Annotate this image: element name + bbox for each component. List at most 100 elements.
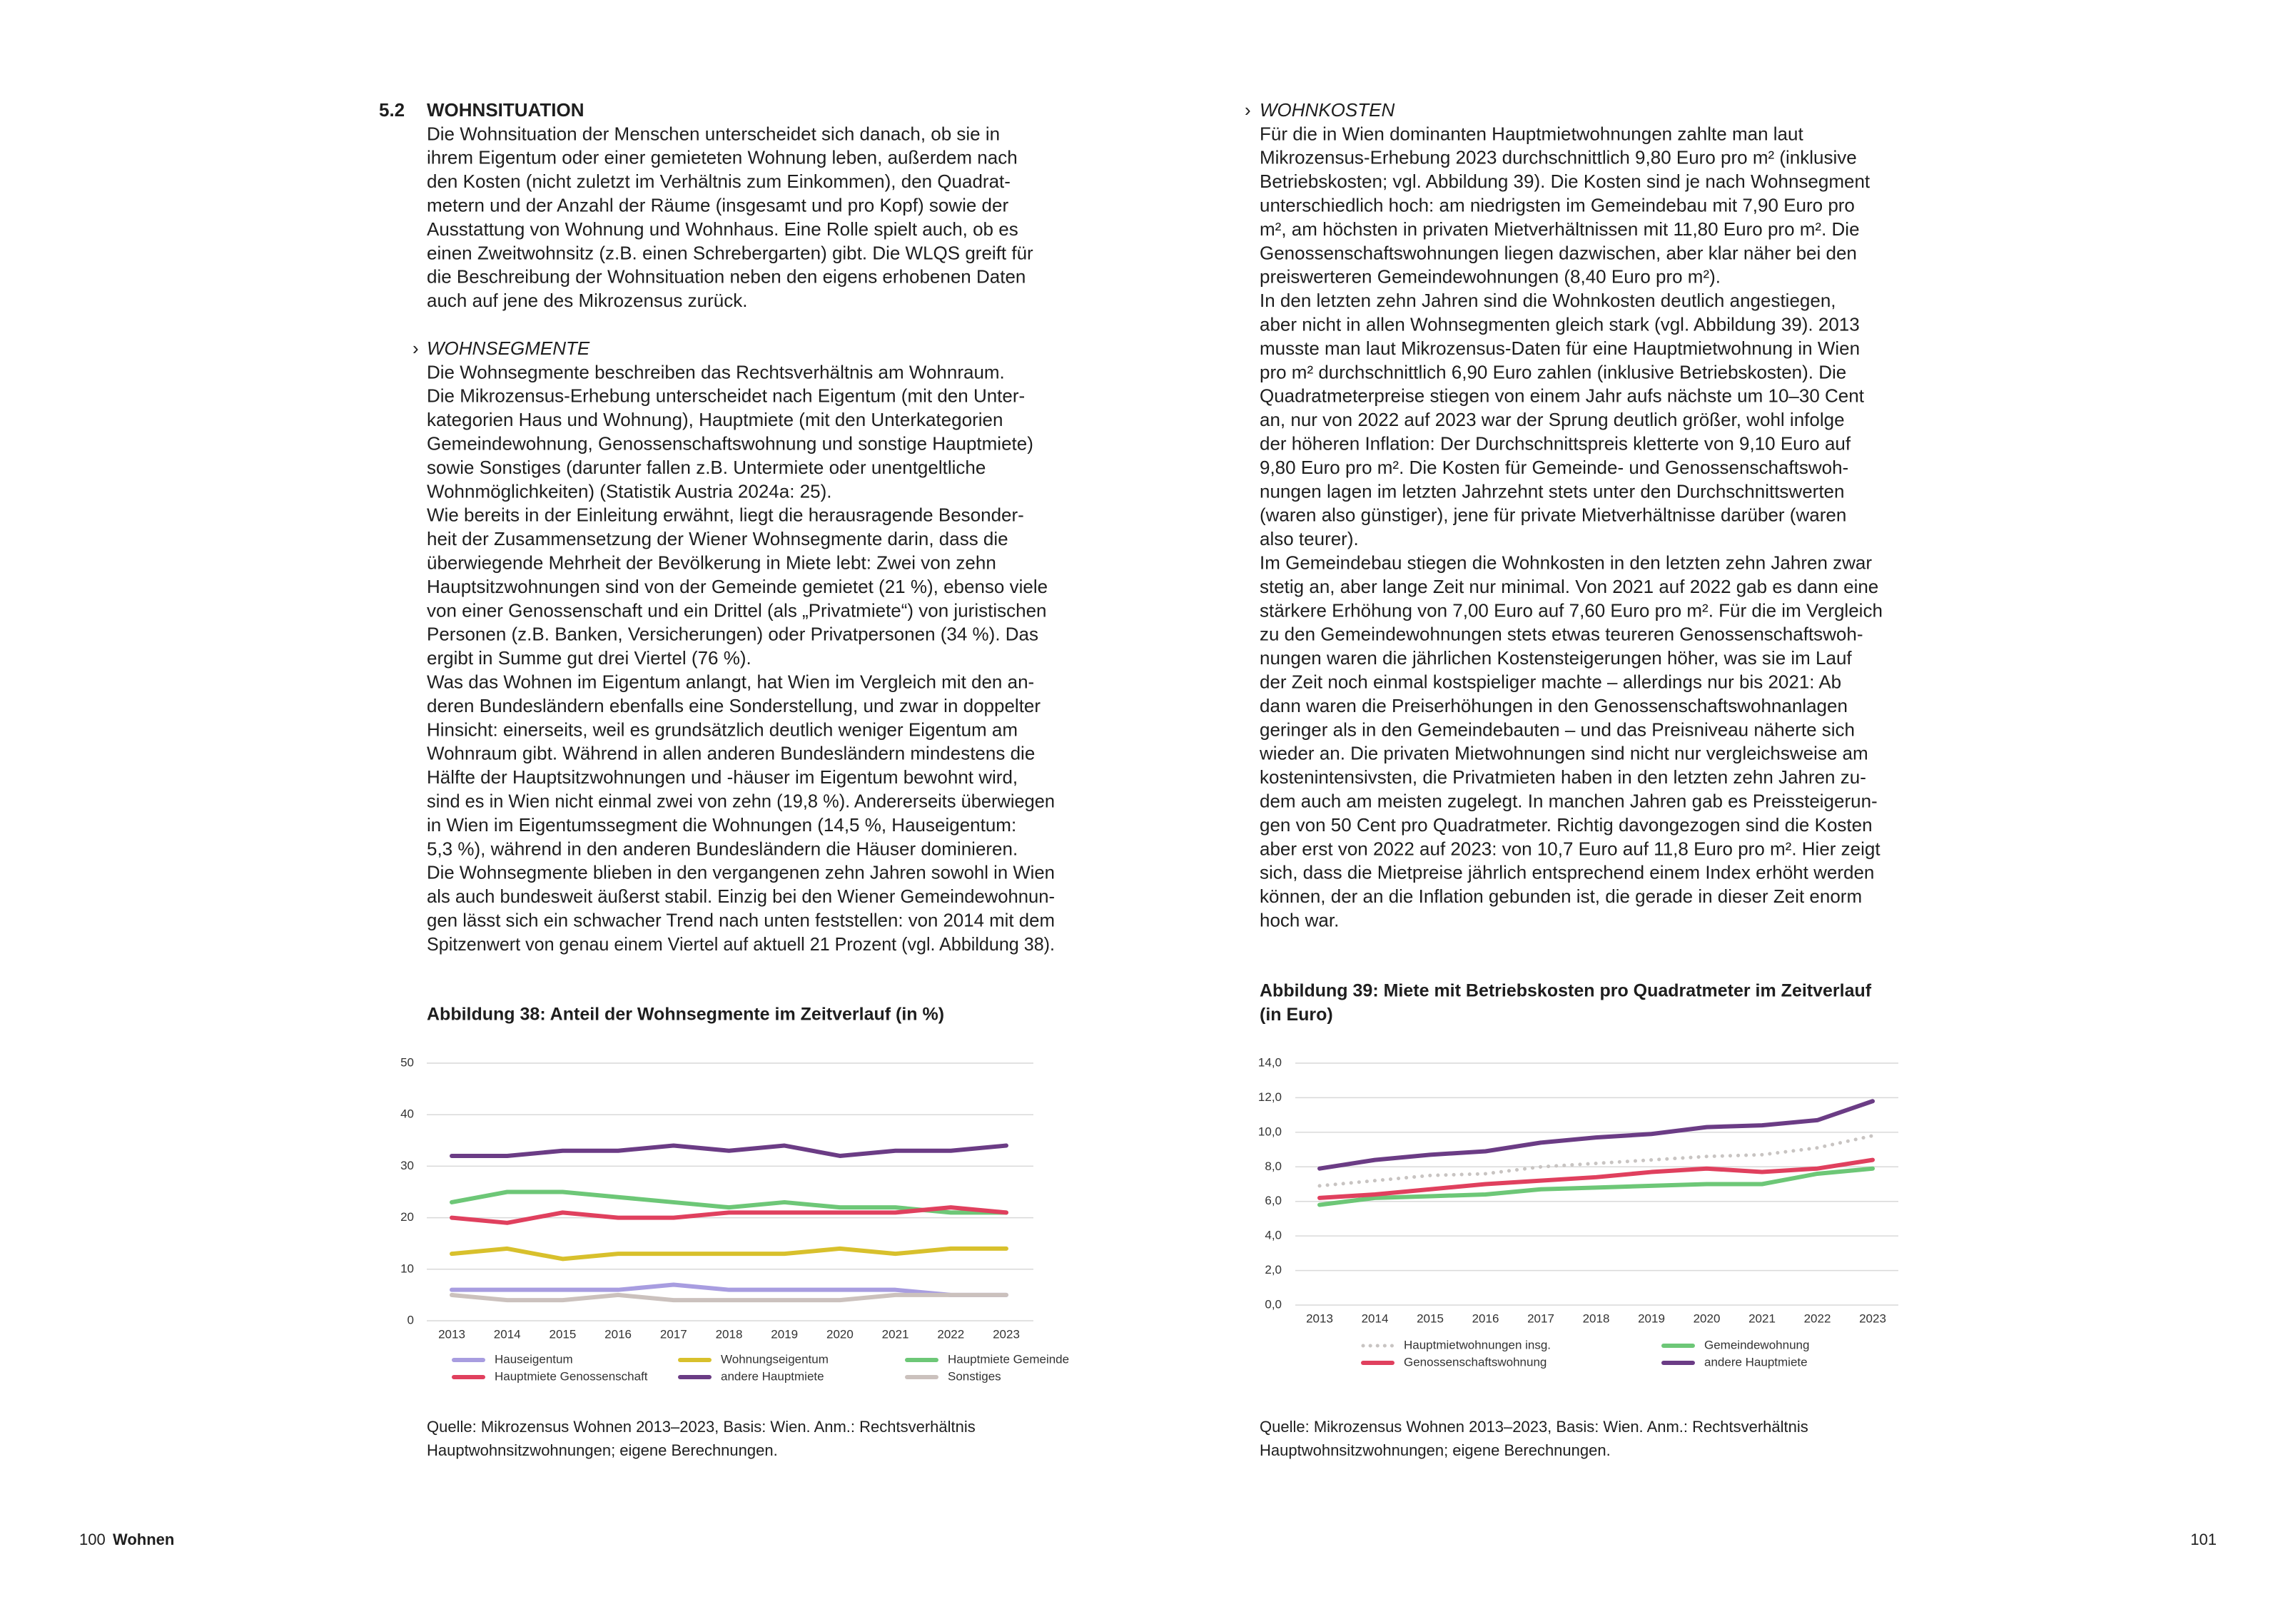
x-tick-label: 2016 (604, 1327, 632, 1341)
text-line: Die Wohnsituation der Menschen untersche… (427, 123, 1000, 144)
legend-label: Wohnungseigentum (721, 1352, 829, 1366)
legend-label: Hauptmietwohnungen insg. (1404, 1338, 1551, 1351)
section-heading: WOHNSITUATION (427, 99, 584, 121)
text-line: ihrem Eigentum oder einer gemieteten Woh… (427, 147, 1018, 168)
y-tick-label: 0,0 (1265, 1297, 1282, 1311)
text-line: Die Wohnsegmente blieben in den vergange… (427, 862, 1055, 883)
text-line: (waren also günstiger), jene für private… (1260, 504, 1846, 526)
y-tick-label: 50 (400, 1055, 414, 1069)
x-tick-label: 2017 (660, 1327, 687, 1341)
text-line: In den letzten zehn Jahren sind die Wohn… (1260, 290, 1836, 311)
legend-label: andere Hauptmiete (721, 1369, 824, 1383)
figure-title: Abbildung 39: Miete mit Betriebskosten p… (1260, 981, 1872, 1001)
text-line: sowie Sonstiges (darunter fallen z.B. Un… (427, 457, 986, 478)
y-tick-label: 40 (400, 1107, 414, 1121)
x-tick-label: 2020 (1694, 1311, 1721, 1325)
text-line: Wohnraum gibt. Während in allen anderen … (427, 743, 1035, 764)
text-line: metern und der Anzahl der Räume (insgesa… (427, 194, 1008, 215)
text-line: kategorien Haus und Wohnung), Hauptmiete… (427, 409, 1003, 430)
figure-source: Hauptwohnsitzwohnungen; eigene Berechnun… (1260, 1441, 1611, 1459)
text-line: Gemeindewohnung, Genossenschaftswohnung … (427, 432, 1033, 454)
text-line: Die Wohnsegmente beschreiben das Rechtsv… (427, 361, 1005, 382)
x-tick-label: 2022 (1804, 1311, 1831, 1325)
figure-source: Hauptwohnsitzwohnungen; eigene Berechnun… (427, 1441, 778, 1459)
text-line: 5,3 %), während in den anderen Bundeslän… (427, 838, 1018, 859)
x-tick-label: 2013 (438, 1327, 465, 1341)
y-tick-label: 10,0 (1258, 1125, 1282, 1138)
series-line (1317, 1099, 1875, 1171)
x-tick-label: 2014 (494, 1327, 521, 1341)
figure-source: Quelle: Mikrozensus Wohnen 2013–2023, Ba… (1260, 1418, 1808, 1436)
text-line: einen Zweitwohnsitz (z.B. einen Schreber… (427, 242, 1033, 263)
text-line: Mikrozensus-Erhebung 2023 durchschnittli… (1260, 147, 1857, 168)
y-tick-label: 30 (400, 1159, 414, 1172)
section-number: 5.2 (379, 99, 405, 121)
text-line: der Zeit noch einmal kostspieliger macht… (1260, 671, 1841, 692)
text-line: aber nicht in allen Wohnsegmenten gleich… (1260, 313, 1860, 335)
text-line: sind es in Wien nicht einmal zwei von ze… (427, 790, 1055, 811)
text-line: gen lässt sich ein schwacher Trend nach … (427, 909, 1055, 930)
text-line: geringer als in den Gemeindebauten – und… (1260, 719, 1855, 740)
subsection-marker: › (412, 338, 419, 359)
running-title: Wohnen (113, 1531, 174, 1548)
text-line: der höheren Inflation: Der Durchschnitts… (1260, 432, 1851, 454)
x-tick-label: 2017 (1527, 1311, 1554, 1325)
y-tick-label: 10 (400, 1262, 414, 1275)
text-line: auch auf jene des Mikrozensus zurück. (427, 290, 747, 311)
text-line: Hälfte der Hauptsitzwohnungen und -häuse… (427, 766, 1018, 788)
text-line: Für die in Wien dominanten Hauptmietwohn… (1260, 123, 1803, 144)
series-line (450, 1143, 1008, 1158)
text-line: Quadratmeterpreise stiegen von einem Jah… (1260, 385, 1865, 407)
text-line: Betriebskosten; vgl. Abbildung 39). Die … (1260, 171, 1871, 192)
series-line (450, 1292, 1008, 1303)
text-line: preiswerteren Gemeindewohnungen (8,40 Eu… (1260, 266, 1721, 288)
legend-label: andere Hauptmiete (1704, 1355, 1808, 1369)
y-tick-label: 2,0 (1265, 1263, 1282, 1277)
text-line: Spitzenwert von genau einem Viertel auf … (427, 933, 1055, 955)
text-line: Personen (z.B. Banken, Versicherungen) o… (427, 624, 1038, 645)
series-line (450, 1282, 1008, 1297)
legend-label: Gemeindewohnung (1704, 1338, 1809, 1351)
y-tick-label: 4,0 (1265, 1229, 1282, 1242)
text-line: Die Mikrozensus-Erhebung unterscheidet n… (427, 385, 1025, 407)
text-line: Hinsicht: einerseits, weil es grundsätzl… (427, 719, 1018, 740)
legend-label: Hauptmiete Gemeinde (948, 1352, 1069, 1366)
text-line: überwiegende Mehrheit der Bevölkerung in… (427, 552, 996, 573)
x-tick-label: 2019 (771, 1327, 798, 1341)
text-line: Wie bereits in der Einleitung erwähnt, l… (427, 504, 1024, 526)
text-line: aber erst von 2022 auf 2023: von 10,7 Eu… (1260, 838, 1881, 859)
x-tick-label: 2013 (1306, 1311, 1333, 1325)
text-line: musste man laut Mikrozensus-Daten für ei… (1260, 338, 1860, 359)
x-tick-label: 2018 (716, 1327, 743, 1341)
text-line: deren Bundesländern ebenfalls eine Sonde… (427, 695, 1041, 716)
text-line: Ausstattung von Wohnung und Wohnhaus. Ei… (427, 218, 1018, 240)
text-line: sich, dass die Mietpreise jährlich entsp… (1260, 862, 1874, 883)
text-line: Im Gemeindebau stiegen die Wohnkosten in… (1260, 552, 1872, 573)
page-number: 100 (79, 1531, 106, 1548)
text-line: nungen waren die jährlichen Kostensteige… (1260, 647, 1852, 669)
x-tick-label: 2019 (1638, 1311, 1665, 1325)
series-line (1317, 1166, 1875, 1207)
text-line: wieder an. Die privaten Mietwohnungen si… (1259, 743, 1868, 764)
x-tick-label: 2015 (1417, 1311, 1444, 1325)
text-line: den Kosten (nicht zuletzt im Verhältnis … (427, 171, 1011, 192)
text-line: zu den Gemeindewohnungen stets etwas teu… (1260, 624, 1863, 645)
text-line: pro m² durchschnittlich 6,90 Euro zahlen… (1260, 361, 1846, 382)
text-line: heit der Zusammensetzung der Wiener Wohn… (427, 528, 1008, 549)
text-line: von einer Genossenschaft und ein Drittel… (427, 599, 1047, 621)
legend-label: Hauseigentum (495, 1352, 573, 1366)
text-line: Genossenschaftswohnungen liegen dazwisch… (1260, 242, 1857, 263)
x-tick-label: 2021 (1748, 1311, 1776, 1325)
text-line: unterschiedlich hoch: am niedrigsten im … (1260, 194, 1855, 215)
text-line: also teurer). (1260, 528, 1359, 549)
y-tick-label: 8,0 (1265, 1159, 1282, 1173)
text-line: m², am höchsten in privaten Mietverhältn… (1260, 218, 1860, 240)
legend-label: Hauptmiete Genossenschaft (495, 1369, 648, 1383)
text-line: dem auch am meisten zugelegt. In manchen… (1260, 790, 1878, 811)
text-line: die Beschreibung der Wohnsituation neben… (427, 266, 1026, 288)
subsection-marker: › (1245, 99, 1251, 121)
text-line: ergibt in Summe gut drei Viertel (76 %). (427, 647, 751, 669)
text-line: stärkere Erhöhung von 7,00 Euro auf 7,60… (1260, 599, 1883, 621)
text-line: stetig an, aber lange Zeit nur minimal. … (1260, 576, 1878, 597)
